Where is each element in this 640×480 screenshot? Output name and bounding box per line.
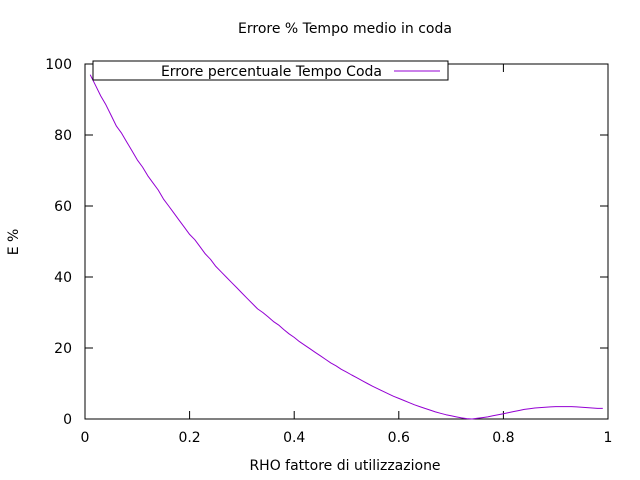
legend-label: Errore percentuale Tempo Coda — [161, 64, 382, 80]
plot-frame — [84, 63, 609, 420]
y-tick-label: 40 — [54, 270, 72, 286]
axis-tick-labels: 0 0.2 0.4 0.6 0.8 1 0 20 40 60 80 100 — [45, 57, 612, 446]
x-tick-label: 1 — [604, 430, 613, 446]
axis-ticks — [84, 63, 609, 420]
x-tick-label: 0.6 — [388, 430, 410, 446]
y-tick-label: 80 — [54, 128, 72, 144]
x-axis-label: RHO fattore di utilizzazione — [249, 458, 440, 474]
legend-box — [92, 60, 449, 81]
x-tick-label: 0.4 — [283, 430, 305, 446]
y-tick-label: 60 — [54, 199, 72, 215]
series-layer — [89, 74, 603, 420]
chart-title: Errore % Tempo medio in coda — [238, 21, 452, 37]
y-tick-label: 0 — [63, 412, 72, 428]
x-tick-label: 0.8 — [492, 430, 514, 446]
y-axis-label: E % — [6, 229, 22, 256]
legend: Errore percentuale Tempo Coda — [92, 60, 449, 81]
series-line-0 — [89, 74, 603, 420]
y-tick-label: 20 — [54, 341, 72, 357]
x-tick-label: 0 — [81, 430, 90, 446]
x-tick-label: 0.2 — [178, 430, 200, 446]
y-tick-label: 100 — [45, 57, 72, 73]
